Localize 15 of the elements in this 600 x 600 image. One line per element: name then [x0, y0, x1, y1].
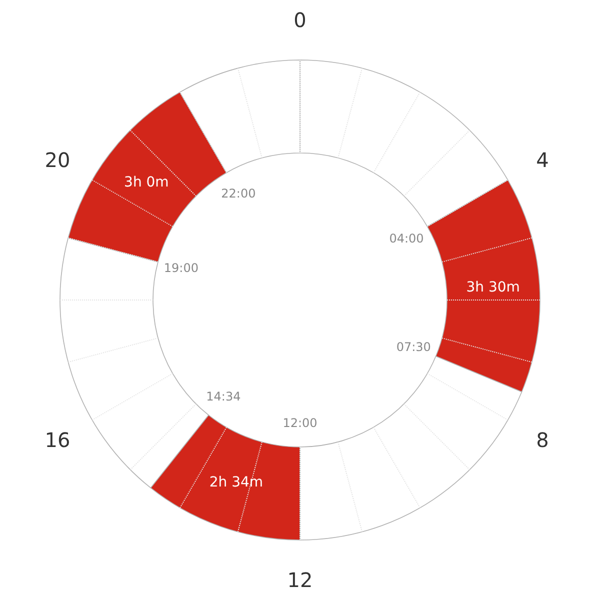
text: 2h 34m	[209, 474, 264, 491]
text: 8	[536, 428, 549, 452]
text: 22:00	[221, 186, 256, 201]
text: 14:34	[206, 389, 241, 404]
text: 3h 30m	[466, 279, 520, 296]
text: 16	[44, 428, 70, 452]
text: 07:30	[396, 340, 431, 354]
text: 12:00	[282, 416, 318, 430]
text: 3h 0m	[124, 174, 169, 190]
text: 12	[287, 568, 313, 592]
text: 0	[294, 8, 306, 32]
text: 20	[44, 148, 70, 172]
text: 4	[536, 148, 549, 172]
text: 19:00	[164, 261, 198, 276]
text: 04:00	[389, 232, 424, 246]
